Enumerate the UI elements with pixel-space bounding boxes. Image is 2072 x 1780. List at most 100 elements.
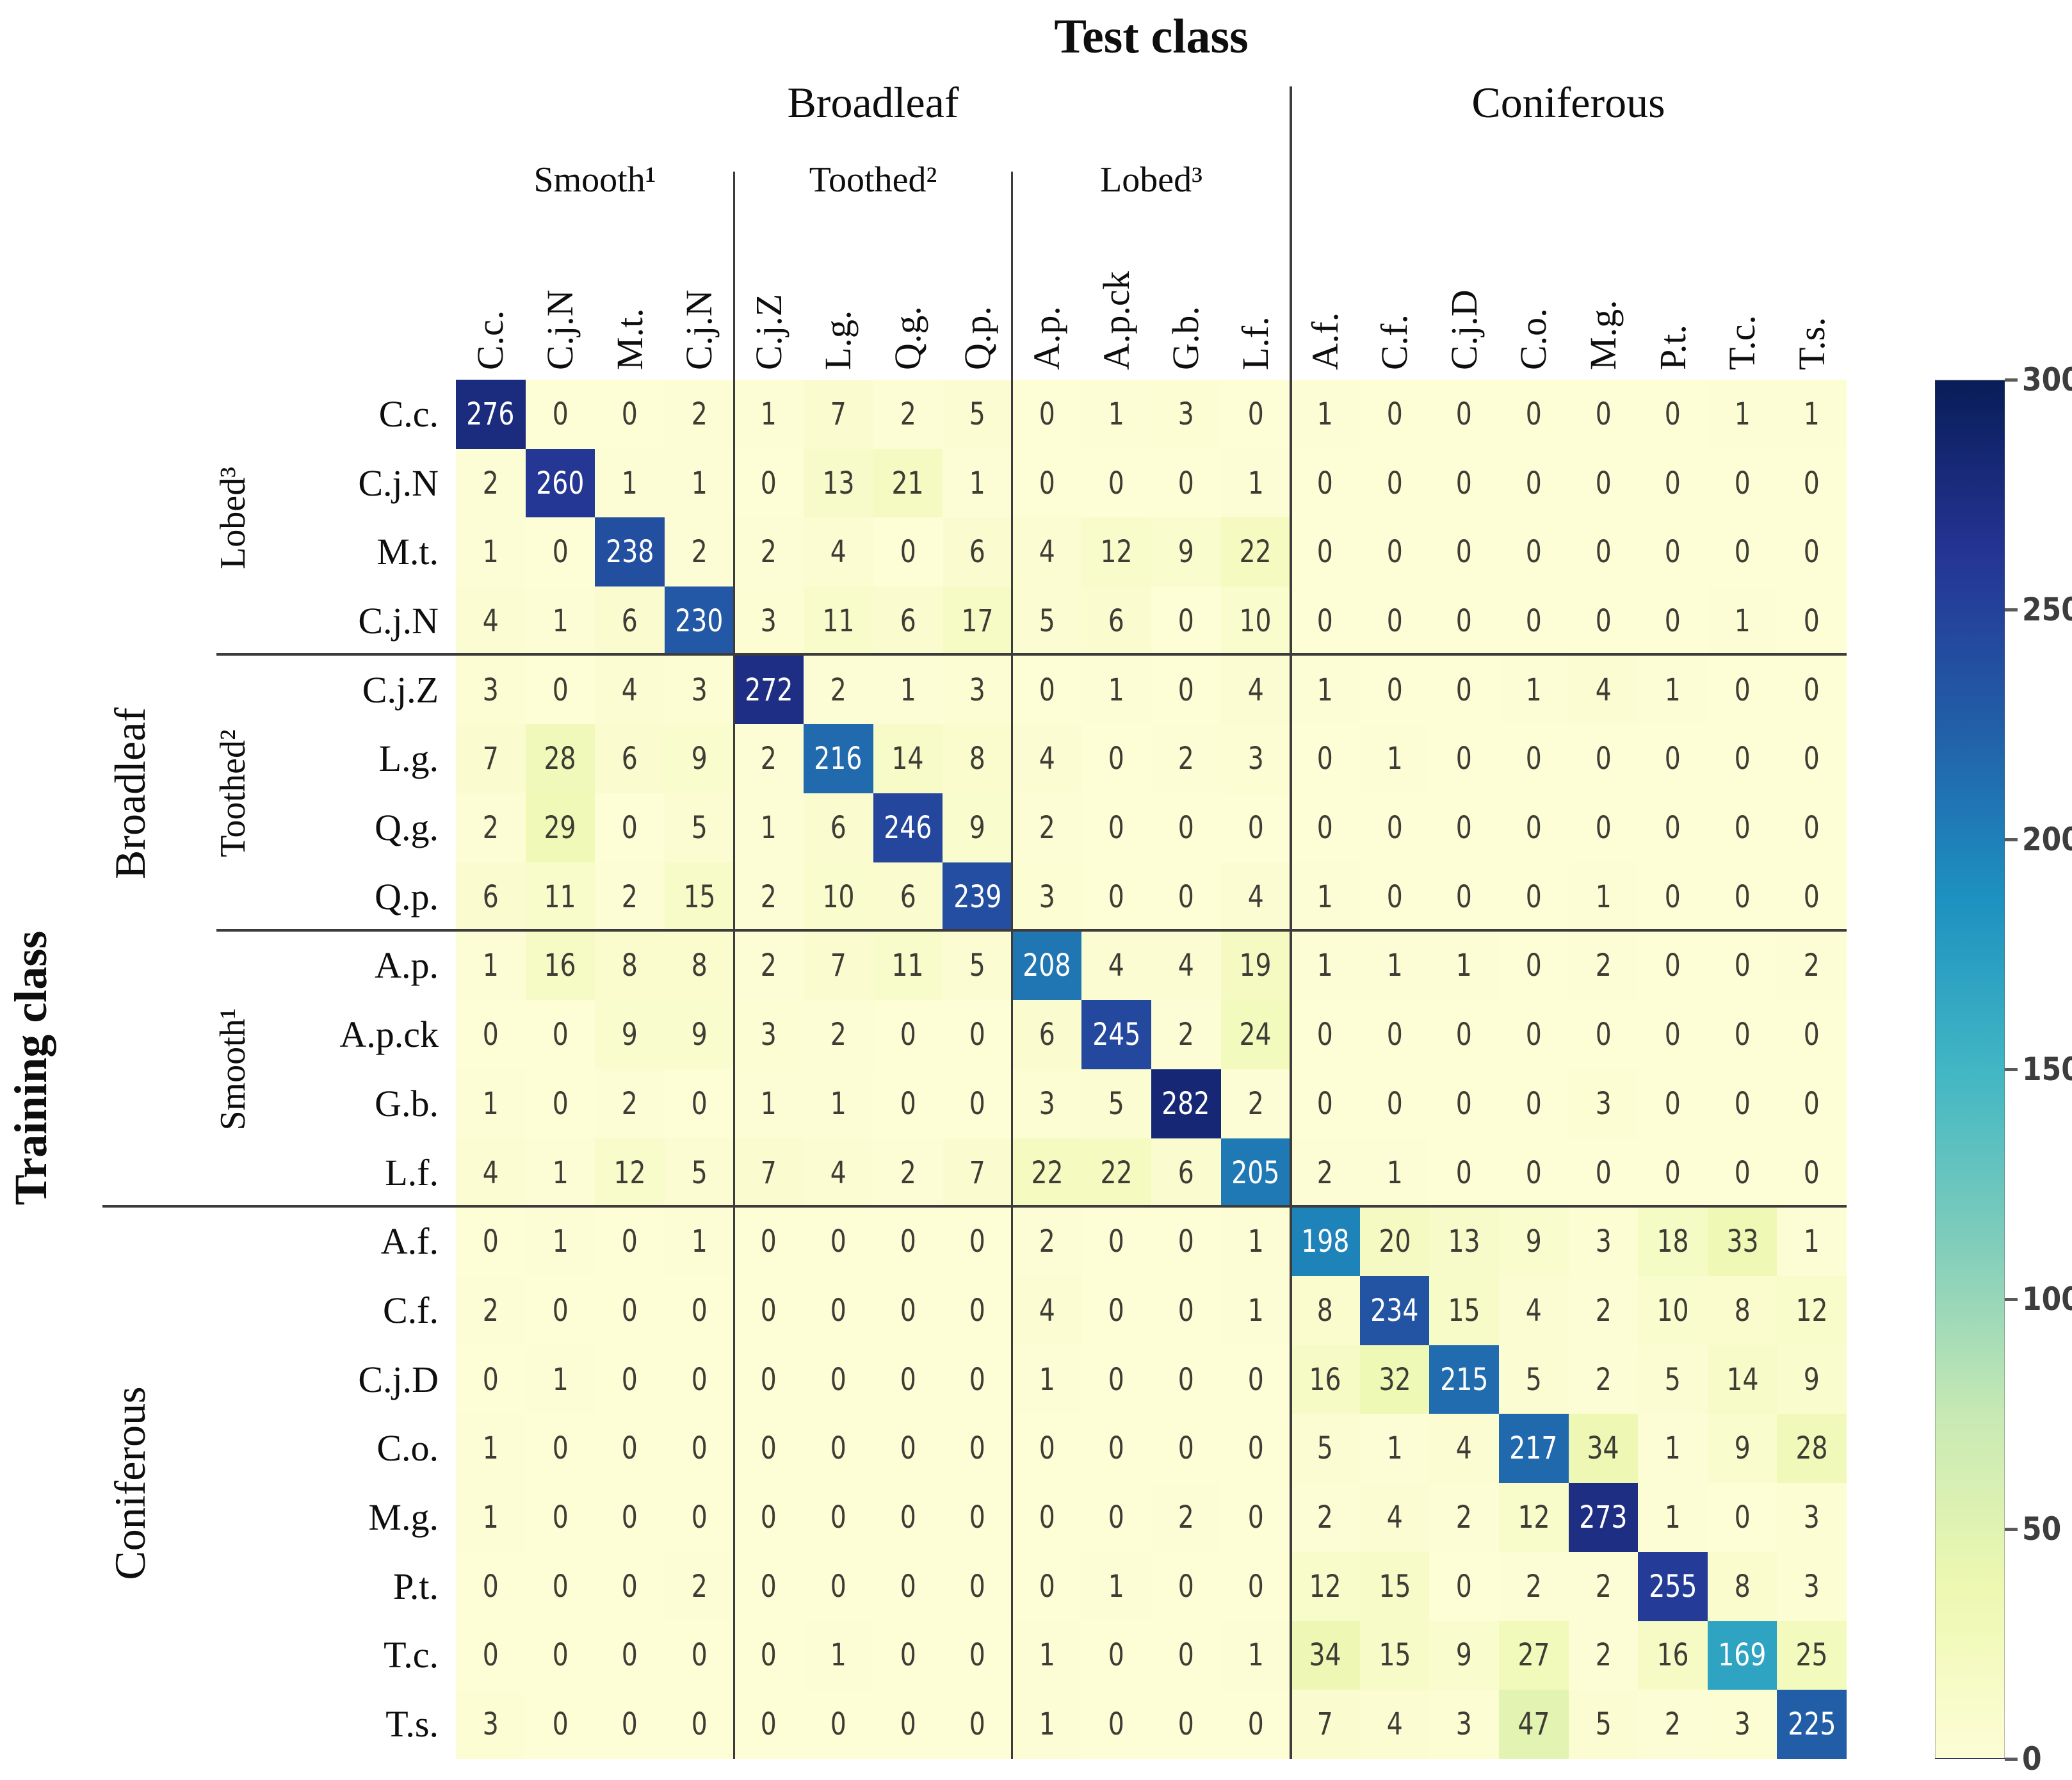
matrix-cell-value: 0 xyxy=(1386,810,1403,846)
matrix-cell-value: 8 xyxy=(691,948,708,984)
matrix-cell-value: 6 xyxy=(900,603,916,639)
separator-line-horizontal xyxy=(216,929,1847,932)
matrix-cell-value: 1 xyxy=(621,465,638,501)
matrix-cell: 5 xyxy=(664,1138,734,1208)
matrix-cell: 1 xyxy=(1498,655,1569,725)
matrix-cell: 2 xyxy=(1568,1276,1639,1345)
matrix-cell-value: 4 xyxy=(1039,741,1055,777)
row-label: A.p.ck xyxy=(339,1014,439,1056)
matrix-cell: 0 xyxy=(873,1621,943,1690)
matrix-cell-value: 0 xyxy=(830,1706,846,1743)
matrix-cell: 9 xyxy=(595,1000,665,1069)
matrix-cell-value: 9 xyxy=(1178,534,1194,570)
matrix-cell: 2 xyxy=(456,793,526,862)
matrix-cell-value: 0 xyxy=(1108,1430,1125,1467)
matrix-cell-value: 34 xyxy=(1587,1430,1619,1467)
matrix-cell-value: 2 xyxy=(691,396,708,432)
matrix-cell: 0 xyxy=(1777,517,1847,587)
matrix-cell: 0 xyxy=(1498,1000,1569,1069)
matrix-cell: 0 xyxy=(1707,1138,1777,1208)
matrix-cell: 9 xyxy=(664,724,734,794)
matrix-cell: 4 xyxy=(1012,1276,1082,1345)
separator-line-horizontal xyxy=(102,1205,1847,1208)
colorbar-tick xyxy=(2005,1068,2018,1071)
matrix-cell-value: 1 xyxy=(761,396,777,432)
matrix-cell: 14 xyxy=(873,724,943,794)
matrix-cell: 0 xyxy=(1081,1690,1151,1759)
matrix-cell-value: 3 xyxy=(1734,1706,1751,1743)
matrix-cell: 15 xyxy=(1359,1621,1430,1690)
matrix-cell: 0 xyxy=(1777,1000,1847,1069)
matrix-cell-value: 0 xyxy=(482,1224,499,1260)
matrix-cell: 0 xyxy=(943,1551,1012,1621)
matrix-cell: 7 xyxy=(803,380,873,449)
matrix-cell: 0 xyxy=(1081,862,1151,932)
matrix-cell: 0 xyxy=(1359,587,1430,656)
matrix-cell: 0 xyxy=(1359,380,1430,449)
colorbar-tick xyxy=(2005,838,2018,841)
col-label: C.c. xyxy=(469,310,512,370)
matrix-cell-value: 0 xyxy=(1525,1154,1542,1191)
matrix-cell: 2 xyxy=(1151,1483,1221,1552)
matrix-cell-value: 0 xyxy=(691,1085,708,1122)
matrix-cell-value: 10 xyxy=(822,878,855,915)
matrix-cell-value: 1 xyxy=(552,1361,569,1398)
row-label: L.f. xyxy=(385,1151,439,1193)
matrix-cell: 2 xyxy=(873,1138,943,1208)
matrix-cell: 1 xyxy=(943,448,1012,518)
matrix-cell-value: 0 xyxy=(1178,1637,1194,1674)
matrix-cell: 0 xyxy=(525,1000,595,1069)
matrix-cell: 260 xyxy=(525,448,595,518)
matrix-cell-value: 15 xyxy=(1379,1637,1411,1674)
matrix-cell-value: 0 xyxy=(900,1224,916,1260)
matrix-cell-value: 0 xyxy=(1386,1085,1403,1122)
matrix-cell-value: 2 xyxy=(1039,1224,1055,1260)
matrix-cell-value: 28 xyxy=(544,741,576,777)
matrix-cell-value: 0 xyxy=(1734,878,1751,915)
matrix-cell: 216 xyxy=(803,724,873,794)
matrix-cell-value: 1 xyxy=(1386,741,1403,777)
matrix-cell: 0 xyxy=(943,1000,1012,1069)
separator-line-horizontal xyxy=(216,653,1847,656)
matrix-cell-value: 6 xyxy=(1039,1017,1055,1053)
matrix-cell: 5 xyxy=(943,380,1012,449)
matrix-cell: 3 xyxy=(1777,1483,1847,1552)
matrix-cell-value: 0 xyxy=(1316,534,1334,570)
matrix-cell: 2 xyxy=(1568,1551,1639,1621)
matrix-cell-value: 15 xyxy=(1379,1568,1411,1605)
matrix-cell-value: 5 xyxy=(969,948,986,984)
matrix-cell: 2 xyxy=(664,1551,734,1621)
matrix-cell-value: 1 xyxy=(482,1430,499,1467)
col-group-broadleaf: Broadleaf xyxy=(787,78,959,127)
colorbar-tick xyxy=(2005,1528,2018,1531)
matrix-cell: 12 xyxy=(595,1138,665,1208)
matrix-cell-value: 7 xyxy=(830,396,846,432)
matrix-cell: 10 xyxy=(1220,587,1291,656)
matrix-cell-value: 1 xyxy=(1734,603,1751,639)
matrix-cell: 0 xyxy=(1707,1483,1777,1552)
matrix-cell: 3 xyxy=(1012,1069,1082,1138)
matrix-cell-value: 0 xyxy=(1039,1430,1055,1467)
matrix-cell-value: 216 xyxy=(814,741,862,777)
matrix-cell: 0 xyxy=(873,517,943,587)
matrix-cell-value: 0 xyxy=(1039,672,1055,708)
matrix-cell-value: 1 xyxy=(761,1085,777,1122)
matrix-cell-value: 2 xyxy=(761,741,777,777)
matrix-cell: 0 xyxy=(595,1483,665,1552)
matrix-cell: 15 xyxy=(1429,1276,1499,1345)
matrix-cell: 0 xyxy=(734,1345,804,1414)
matrix-cell-value: 1 xyxy=(1247,465,1264,501)
matrix-cell: 0 xyxy=(1151,1414,1221,1484)
matrix-cell-value: 1 xyxy=(552,1154,569,1191)
matrix-cell: 1 xyxy=(1290,862,1360,932)
matrix-cell: 6 xyxy=(595,724,665,794)
matrix-cell: 21 xyxy=(873,448,943,518)
matrix-cell: 0 xyxy=(1429,380,1499,449)
row-label: Q.g. xyxy=(375,807,439,849)
matrix-cell-value: 0 xyxy=(1178,465,1194,501)
matrix-cell: 2 xyxy=(803,655,873,725)
matrix-cell-value: 245 xyxy=(1092,1017,1141,1053)
matrix-cell-value: 0 xyxy=(900,1085,916,1122)
matrix-cell: 0 xyxy=(1290,724,1360,794)
colorbar-tick-label: 150 xyxy=(2022,1051,2072,1088)
